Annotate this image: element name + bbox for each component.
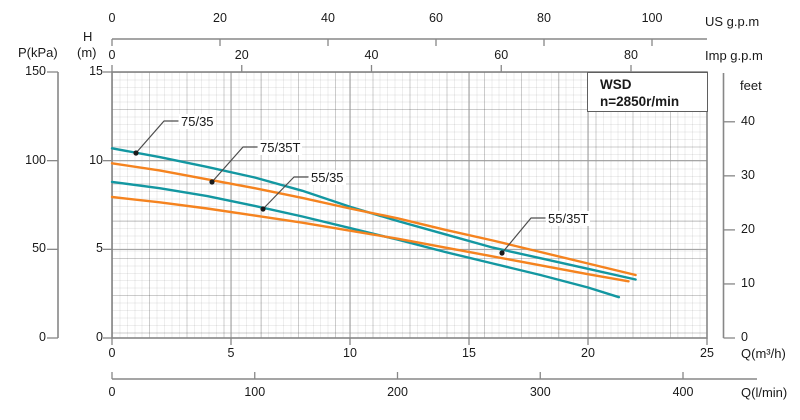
q-m3h-tick-label: 0: [108, 346, 116, 360]
p-kpa-axis-title: P(kPa): [18, 45, 58, 60]
model-name: WSD: [600, 77, 632, 92]
curve-point-marker-55/35: [260, 206, 266, 212]
leader-line-75/35: [135, 120, 179, 154]
p-kpa-tick-label: 100: [25, 152, 46, 167]
imp-gpm-axis-title: Imp g.p.m: [705, 48, 763, 63]
feet-tick-label: 0: [741, 330, 748, 344]
q-lmin-axis-title: Q(l/min): [741, 385, 788, 400]
curve-label-75/35: 75/35: [179, 114, 216, 129]
h-m-tick-label: 10: [89, 152, 103, 167]
h-axis-title: H: [83, 29, 93, 44]
q-lmin-tick-label: 400: [672, 385, 694, 399]
leader-line-55/35: [262, 176, 309, 210]
curve-point-marker-75/35: [133, 150, 139, 156]
h-m-tick-label: 5: [96, 241, 103, 256]
model-info-box: WSD n=2850r/min: [587, 72, 708, 112]
p-kpa-tick-label: 0: [39, 330, 46, 344]
p-kpa-tick-label: 50: [32, 241, 46, 256]
q-m3h-tick-label: 25: [700, 346, 714, 360]
feet-tick-label: 20: [741, 221, 755, 236]
us-gpm-tick-label: 100: [641, 11, 663, 25]
pump-curve-55/35: [110, 180, 621, 299]
imp-gpm-tick-label: 0: [108, 48, 116, 62]
imp-gpm-tick-label: 80: [624, 48, 638, 62]
curve-label-55/35: 55/35: [309, 170, 346, 185]
pump-curve-55/35T: [110, 195, 630, 283]
h-axis-unit: (m): [77, 45, 97, 60]
q-m3h-axis-title: Q(m³/h): [741, 346, 786, 361]
feet-tick-label: 30: [741, 167, 755, 182]
us-gpm-tick-label: 40: [321, 11, 335, 25]
us-gpm-tick-label: 80: [537, 11, 551, 25]
p-kpa-tick-label: 150: [25, 64, 46, 78]
curve-label-55/35T: 55/35T: [546, 211, 591, 226]
q-m3h-tick-label: 20: [581, 346, 595, 360]
h-m-tick-label: 0: [96, 330, 103, 344]
q-lmin-tick-label: 100: [244, 385, 266, 399]
pump-curve-75/35T: [110, 162, 637, 277]
model-speed: n=2850r/min: [600, 94, 680, 109]
us-gpm-tick-label: 0: [108, 11, 116, 25]
feet-axis-title: feet: [740, 78, 762, 93]
feet-tick-label: 40: [741, 113, 755, 128]
us-gpm-axis-title: US g.p.m: [705, 14, 760, 29]
q-lmin-tick-label: 0: [108, 385, 116, 399]
q-lmin-tick-label: 300: [529, 385, 551, 399]
h-m-tick-label: 15: [89, 64, 103, 78]
q-m3h-tick-label: 15: [462, 346, 476, 360]
curve-label-75/35T: 75/35T: [258, 140, 303, 155]
leader-line-75/35T: [211, 146, 258, 183]
q-m3h-tick-label: 5: [227, 346, 235, 360]
imp-gpm-tick-label: 20: [234, 48, 249, 62]
curve-point-marker-55/35T: [499, 250, 505, 256]
q-lmin-tick-label: 200: [387, 385, 408, 399]
curve-point-marker-75/35T: [209, 179, 215, 185]
plot-border: [111, 71, 708, 339]
q-m3h-tick-label: 10: [343, 346, 357, 360]
feet-tick-label: 10: [741, 275, 755, 290]
imp-gpm-tick-label: 60: [494, 48, 509, 62]
us-gpm-tick-label: 20: [213, 11, 227, 25]
us-gpm-tick-label: 60: [429, 11, 443, 25]
imp-gpm-tick-label: 40: [364, 48, 379, 62]
leader-line-55/35T: [501, 217, 546, 254]
